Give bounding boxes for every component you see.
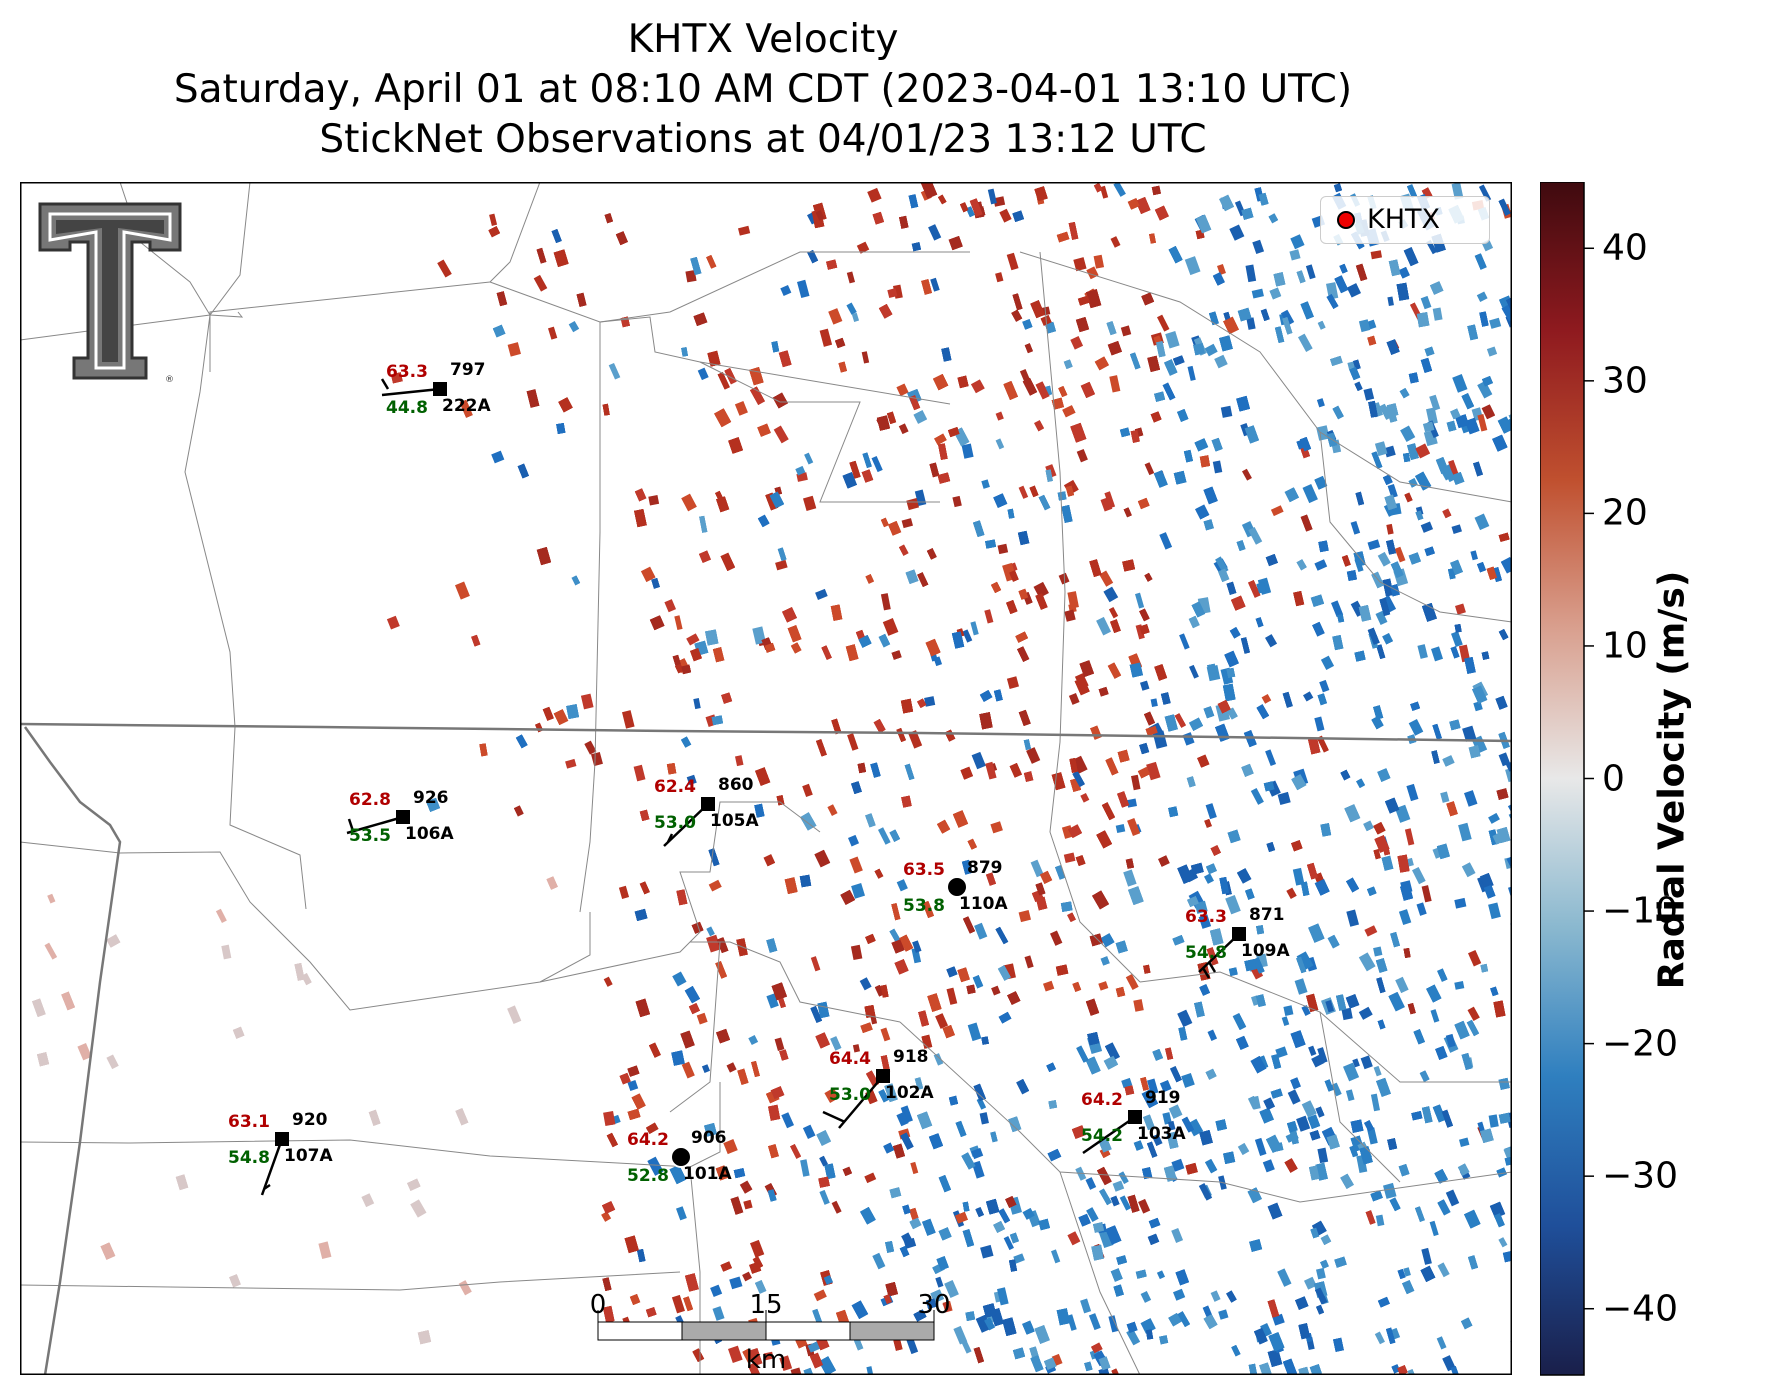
station-temperature: 64.4 (829, 1049, 871, 1069)
radar-map[interactable]: ® 63.3 797 44.8 222A 62.8 926 53.5 106A 62.4 860 5… (20, 182, 1512, 1375)
scale-label-15: 15 (749, 1290, 783, 1320)
station-temperature: 64.2 (1081, 1090, 1123, 1110)
station-marker-icon (670, 1146, 692, 1168)
title-line-2: Saturday, April 01 at 08:10 AM CDT (2023… (173, 67, 1353, 112)
velocity-field (32, 182, 1512, 1375)
wind-barb-flag (380, 378, 390, 390)
svg-text:®: ® (165, 375, 174, 385)
station-id: 107A (284, 1146, 333, 1166)
station-id: 110A (959, 894, 1008, 914)
station-dewpoint: 54.2 (1081, 1126, 1123, 1146)
station-dewpoint: 54.8 (228, 1148, 270, 1168)
station-temperature: 63.1 (228, 1112, 270, 1132)
station-marker-icon (396, 810, 410, 824)
colorbar-tick-label: 0 (1602, 758, 1625, 799)
station-109a[interactable]: 63.3 871 54.8 109A (1185, 905, 1290, 979)
wind-barb-flag (822, 1110, 846, 1124)
station-pressure: 919 (1145, 1088, 1181, 1108)
scale-label-0: 0 (589, 1290, 607, 1320)
station-pressure: 920 (292, 1110, 328, 1130)
station-dewpoint: 53.0 (829, 1085, 871, 1105)
station-id: 109A (1241, 941, 1290, 961)
station-222a[interactable]: 63.3 797 44.8 222A (380, 360, 491, 418)
station-id: 101A (683, 1164, 732, 1184)
wind-barb-icon (838, 1075, 884, 1129)
station-107a[interactable]: 63.1 920 54.8 107A (228, 1110, 333, 1196)
colorbar-label: Radial Velocity (m/s) (1651, 570, 1693, 990)
station-102a[interactable]: 64.4 918 53.0 102A (822, 1047, 934, 1129)
sticknet-stations: 63.3 797 44.8 222A 62.8 926 53.5 106A 62.4 860 53.… (228, 360, 1290, 1196)
station-marker-icon (275, 1132, 289, 1146)
wind-barb-flag (666, 833, 674, 843)
station-id: 105A (710, 811, 759, 831)
colorbar-tick-label: −20 (1602, 1023, 1678, 1065)
wind-barb-flag (347, 818, 355, 832)
station-temperature: 62.4 (654, 777, 696, 797)
colorbar-tick-label: −40 (1602, 1288, 1678, 1330)
station-dewpoint: 53.8 (903, 896, 945, 916)
station-temperature: 63.5 (903, 860, 945, 880)
station-pressure: 871 (1249, 905, 1285, 925)
wind-barb-flag (1207, 961, 1217, 973)
scale-unit: km (745, 1345, 787, 1375)
station-marker-icon (1232, 927, 1246, 941)
station-temperature: 63.3 (1185, 907, 1227, 927)
station-110a[interactable]: 63.5 879 53.8 110A (903, 858, 1008, 916)
scale-bar (597, 1310, 935, 1341)
wind-barb-icon (1082, 1115, 1136, 1155)
station-dewpoint: 53.5 (349, 826, 391, 846)
colorbar-tick-label: −30 (1602, 1155, 1678, 1197)
station-marker-icon (946, 876, 968, 898)
title-line-3: StickNet Observations at 04/01/23 13:12 … (319, 117, 1207, 162)
wind-barb-icon (260, 1138, 284, 1196)
station-dewpoint: 52.8 (627, 1166, 669, 1186)
station-marker-icon (876, 1069, 890, 1083)
station-pressure: 879 (967, 858, 1003, 878)
station-id: 102A (885, 1083, 934, 1103)
station-105a[interactable]: 62.4 860 53.0 105A (654, 775, 759, 847)
station-pressure: 918 (893, 1047, 929, 1067)
station-marker-icon (1128, 1110, 1142, 1124)
title-line-1: KHTX Velocity (627, 17, 899, 62)
legend-label: KHTX (1367, 204, 1440, 235)
station-106a[interactable]: 62.8 926 53.5 106A (346, 788, 454, 846)
texas-tech-logo-icon: ® (38, 202, 182, 385)
station-temperature: 63.3 (386, 362, 428, 382)
wind-barb-icon (346, 815, 404, 835)
station-id: 106A (405, 824, 454, 844)
station-id: 103A (1137, 1124, 1186, 1144)
colorbar-tick-label: 30 (1602, 360, 1648, 402)
station-marker-icon (701, 797, 715, 811)
map-legend: KHTX (1320, 196, 1490, 244)
colorbar-tick-label: −10 (1602, 890, 1678, 932)
station-temperature: 64.2 (627, 1130, 669, 1150)
station-dewpoint: 53.0 (654, 813, 696, 833)
colorbar (1540, 182, 1594, 1376)
wind-barb-flag (263, 1183, 271, 1191)
colorbar-tick-label: 10 (1602, 625, 1648, 667)
station-103a[interactable]: 64.2 919 54.2 103A (1081, 1088, 1186, 1155)
station-marker-icon (433, 382, 447, 396)
station-id: 222A (442, 396, 491, 416)
station-pressure: 797 (450, 360, 486, 380)
station-pressure: 906 (691, 1128, 727, 1148)
station-dewpoint: 54.8 (1185, 943, 1227, 963)
colorbar-tick-label: 40 (1602, 227, 1648, 269)
county-boundaries (20, 182, 1512, 1375)
wind-barb-flag (1201, 967, 1211, 979)
station-101a[interactable]: 64.2 906 52.8 101A (627, 1128, 732, 1186)
radar-site-marker-icon (1337, 211, 1355, 229)
station-pressure: 926 (413, 788, 449, 808)
station-pressure: 860 (718, 775, 754, 795)
wind-barb-icon (381, 387, 441, 397)
scale-label-30: 30 (917, 1290, 951, 1320)
wind-barb-icon (663, 803, 709, 847)
state-boundaries (20, 722, 1512, 1375)
colorbar-tick-label: 20 (1602, 492, 1648, 534)
station-temperature: 62.8 (349, 790, 391, 810)
station-dewpoint: 44.8 (386, 398, 428, 418)
